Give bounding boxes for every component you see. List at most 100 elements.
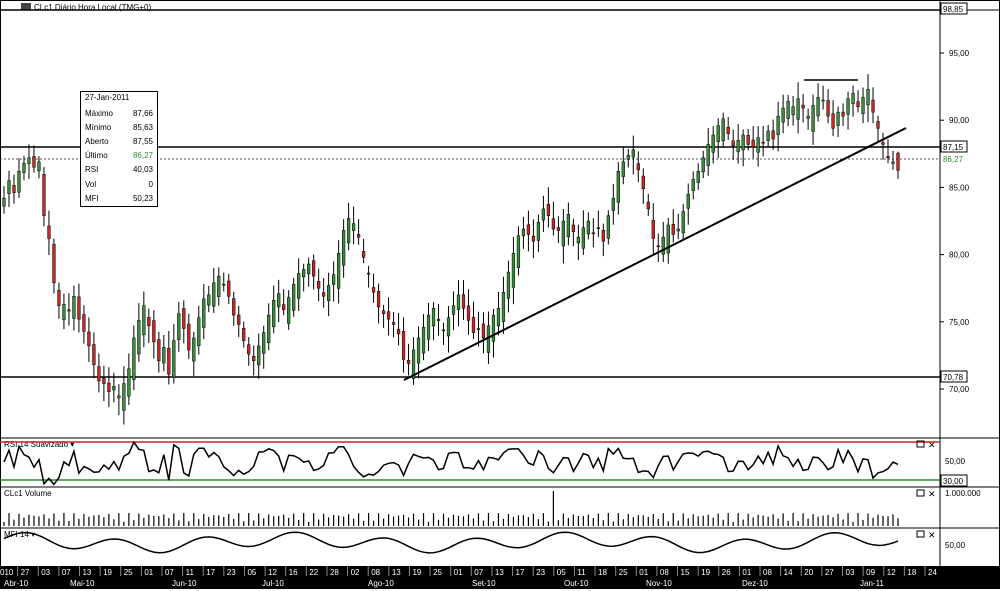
candle-body	[881, 142, 885, 145]
candle-body	[461, 294, 466, 309]
x-day-label: 07	[165, 568, 174, 577]
candle-body	[456, 294, 461, 310]
x-day-label: 28	[330, 568, 339, 577]
candle-body	[466, 305, 471, 321]
x-day-label: 19	[701, 568, 710, 577]
candle-body	[297, 273, 301, 299]
candle-body	[282, 304, 286, 310]
volume-maximize-icon[interactable]	[916, 489, 925, 497]
candle-body	[526, 224, 531, 235]
x-day-label: 24	[928, 568, 937, 577]
candle-body	[117, 395, 121, 399]
candle-body	[836, 111, 840, 126]
rsi-maximize-icon[interactable]	[916, 440, 925, 448]
candle-body	[851, 93, 855, 105]
candle-body	[576, 236, 580, 244]
volume-title: CLc1 Volume	[4, 489, 52, 498]
candle-body	[127, 368, 131, 397]
candle-body	[636, 163, 640, 171]
mfi-maximize-icon[interactable]	[916, 530, 925, 538]
candle-body	[227, 280, 231, 297]
x-day-label: 18	[907, 568, 916, 577]
tooltip-row-mfi: MFI 50,23	[81, 191, 157, 205]
candle-body	[766, 130, 770, 142]
rsi-line	[3, 440, 899, 486]
candle-body	[846, 98, 850, 115]
level-label-box	[940, 370, 968, 383]
candle-body	[561, 220, 565, 247]
x-day-label: 05	[557, 568, 566, 577]
candle-body	[222, 283, 226, 286]
candle-body	[606, 215, 610, 239]
x-day-label: 07	[474, 568, 483, 577]
candle-body	[601, 229, 605, 242]
candle-body	[37, 161, 41, 172]
candle-body	[376, 290, 381, 308]
candle-body	[277, 293, 281, 308]
candle-body	[496, 308, 501, 327]
level-label-box	[940, 140, 968, 153]
candle-body	[27, 157, 31, 164]
candle-body	[322, 292, 326, 297]
candle-body	[611, 197, 615, 211]
x-day-label: 01	[454, 568, 463, 577]
candle-body	[691, 179, 695, 191]
candle-body	[137, 320, 141, 355]
candle-body	[82, 314, 86, 332]
candle-body	[122, 383, 126, 411]
level-label: 98,85	[943, 5, 964, 14]
x-day-label: 01	[639, 568, 648, 577]
candle-body	[346, 218, 351, 244]
mfi-close-icon[interactable]: ✕	[928, 530, 936, 540]
candle-body	[292, 283, 296, 311]
candle-body	[671, 224, 675, 235]
candle-body	[896, 152, 900, 171]
candle-body	[821, 99, 825, 102]
candle-body	[786, 101, 790, 119]
support-trendline	[403, 127, 907, 381]
tooltip-label: Aberto	[85, 136, 109, 146]
candle-body	[796, 98, 800, 120]
tooltip-label: Mínimo	[85, 122, 112, 132]
volume-close-icon[interactable]: ✕	[928, 489, 936, 499]
y-tick-label: 90,00	[949, 116, 970, 125]
candle-body	[826, 100, 830, 117]
candle-body	[701, 157, 705, 173]
x-day-label: 19	[412, 568, 421, 577]
candle-body	[541, 208, 546, 221]
x-day-label: 09	[866, 568, 875, 577]
candle-body	[421, 326, 426, 354]
x-day-label: 13	[495, 568, 504, 577]
candle-body	[102, 377, 106, 384]
candle-body	[157, 339, 161, 362]
x-day-label: 15	[681, 568, 690, 577]
candle-body	[756, 137, 760, 153]
rsi-close-icon[interactable]: ✕	[928, 440, 936, 450]
candle-body	[351, 223, 356, 231]
candle-body	[476, 328, 481, 331]
x-day-label: 25	[619, 568, 628, 577]
candle-body	[681, 211, 685, 234]
tooltip-value: 40,03	[132, 165, 153, 175]
tooltip-row-rsi: RSI 40,03	[81, 163, 157, 177]
candle-body	[337, 253, 341, 289]
x-day-label: 13	[392, 568, 401, 577]
candle-body	[257, 345, 261, 366]
y-tick-label: 95,00	[949, 49, 970, 58]
candle-body	[811, 105, 815, 132]
tooltip-value: 87,55	[132, 136, 153, 146]
chart-title: CLc1 Diário Hora Local (TMG+0)	[34, 3, 151, 12]
tooltip-label: Último	[85, 151, 108, 161]
candle-body	[631, 149, 635, 158]
mfi-title: MFI 14 ▾	[4, 530, 35, 539]
candle-body	[816, 97, 820, 117]
candle-body	[491, 314, 496, 342]
candle-body	[267, 314, 271, 343]
x-day-label: 08	[763, 568, 772, 577]
x-day-label: 13	[82, 568, 91, 577]
x-day-label: 23	[536, 568, 545, 577]
candle-body	[481, 323, 486, 339]
candle-body	[406, 359, 411, 364]
x-day-label: 11	[577, 568, 586, 577]
candle-body	[431, 308, 436, 327]
